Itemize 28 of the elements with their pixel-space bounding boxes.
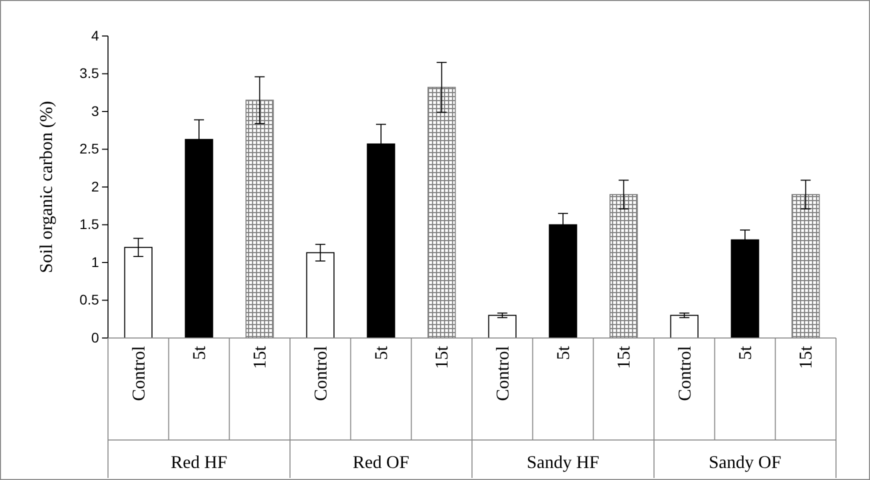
y-tick-label: 3.5 bbox=[80, 65, 100, 82]
text: 15t bbox=[614, 346, 634, 370]
x-tick-label: Red HF bbox=[170, 452, 228, 472]
text: Control bbox=[128, 346, 148, 402]
y-tick-label: 2 bbox=[91, 178, 100, 194]
y-axis-title: Soil organic carbon (%) bbox=[36, 100, 56, 274]
x-tick-label: Red OF bbox=[352, 452, 410, 472]
y-tick-label: 1 bbox=[91, 254, 100, 270]
text: 5t bbox=[553, 346, 573, 360]
x-tick-label: Sandy HF bbox=[526, 452, 600, 472]
text: 15t bbox=[432, 346, 452, 370]
text: 15t bbox=[250, 346, 270, 370]
text: 15t bbox=[796, 346, 816, 370]
y-tick-label: 0.5 bbox=[80, 292, 100, 308]
text: Control bbox=[492, 346, 512, 402]
text: Control bbox=[310, 346, 330, 402]
y-tick-label: 0 bbox=[91, 329, 100, 346]
y-tick-label: 4 bbox=[91, 27, 100, 44]
y-tick-label: 2.5 bbox=[80, 140, 100, 157]
x-tick-label: Sandy OF bbox=[708, 452, 782, 472]
y-tick-label: 1.5 bbox=[80, 216, 100, 232]
bar bbox=[488, 314, 516, 338]
bar bbox=[670, 314, 698, 338]
text: 5t bbox=[735, 346, 755, 360]
y-tick-label: 3 bbox=[91, 102, 100, 119]
text: 5t bbox=[189, 346, 209, 360]
text: 5t bbox=[371, 346, 391, 360]
text: Control bbox=[674, 346, 694, 402]
